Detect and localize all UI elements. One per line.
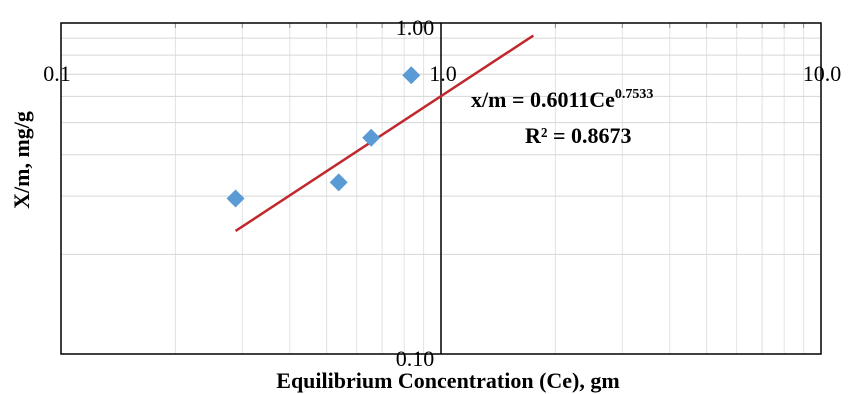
y-tick-label-bottom: 0.10 [396, 346, 435, 371]
data-point [226, 189, 245, 208]
trendline [234, 34, 535, 233]
data-point [402, 66, 421, 85]
minor-gridlines [61, 23, 821, 354]
y-tick-label-top: 1.00 [396, 15, 435, 40]
x-axis-title: Equilibrium Concentration (Ce), gm [276, 368, 619, 393]
x-tick-label-middle: 1.0 [429, 61, 457, 86]
x-tick-label-first: 0.1 [43, 61, 71, 86]
x-tick-label-last: 10.0 [803, 61, 842, 86]
data-point [329, 173, 348, 192]
trendline-equation-base: x/m = 0.6011Ce [471, 87, 615, 112]
data-point [362, 128, 381, 147]
trendline-equation-exponent: 0.7533 [615, 87, 654, 102]
r-squared-label: R² = 0.8673 [525, 123, 632, 148]
data-points [226, 66, 421, 208]
y-axis-title: X/m, mg/g [9, 111, 34, 209]
trendline-equation: x/m = 0.6011Ce0.7533 [471, 87, 653, 112]
